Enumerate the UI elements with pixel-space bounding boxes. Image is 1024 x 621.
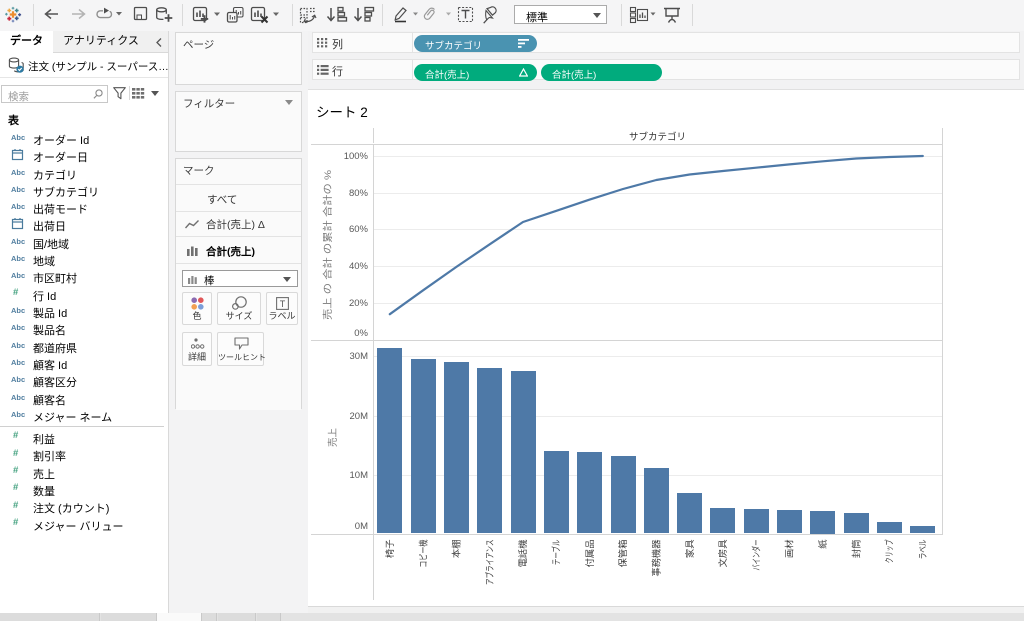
- svg-text:画材: 画材: [784, 540, 795, 559]
- svg-text:バインダー: バインダー: [750, 540, 761, 571]
- svg-text:売上: 売上: [327, 428, 339, 447]
- svg-text:封筒: 封筒: [850, 540, 861, 559]
- svg-text:椅子: 椅子: [384, 540, 395, 559]
- svg-text:売上 の 合計 の累計 合計の %: 売上 の 合計 の累計 合計の %: [322, 169, 334, 320]
- svg-text:コピー機: コピー機: [417, 540, 428, 568]
- svg-text:テーブル: テーブル: [551, 540, 562, 566]
- svg-text:本棚: 本棚: [451, 540, 462, 559]
- svg-text:事務機器: 事務機器: [651, 540, 662, 577]
- svg-text:保管箱: 保管箱: [617, 540, 628, 568]
- svg-text:クリップ: クリップ: [885, 540, 895, 564]
- svg-text:家具: 家具: [684, 540, 695, 559]
- svg-text:T: T: [280, 299, 286, 309]
- svg-text:ラベル: ラベル: [918, 540, 928, 560]
- svg-text:アプライアンス: アプライアンス: [485, 540, 495, 586]
- svg-text:付属品: 付属品: [585, 540, 595, 568]
- svg-text:電話機: 電話機: [517, 540, 528, 568]
- svg-text:紙: 紙: [817, 540, 828, 549]
- svg-text:文房具: 文房具: [717, 540, 728, 568]
